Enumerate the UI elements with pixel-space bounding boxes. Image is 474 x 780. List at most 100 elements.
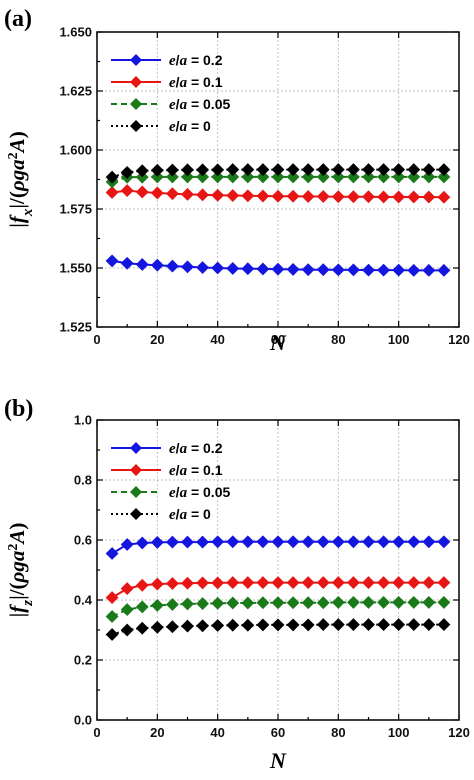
x-tick-label: 120 [448, 332, 470, 347]
data-point [150, 620, 164, 634]
legend-entry: e/a = 0.2 [111, 52, 223, 69]
data-point [346, 163, 360, 177]
data-point [105, 591, 119, 605]
data-point [241, 170, 255, 184]
data-point [301, 190, 315, 203]
data-point [241, 189, 255, 203]
data-point [256, 576, 270, 590]
data-point [392, 535, 406, 549]
data-point [256, 170, 270, 184]
data-point [392, 595, 406, 609]
data-point [437, 576, 451, 590]
data-point [301, 263, 315, 277]
y-tick-label: 1.625 [59, 84, 92, 99]
data-point [135, 258, 149, 271]
legend-label: e/a = 0.1 [169, 462, 223, 479]
data-point [135, 621, 149, 635]
chart-panel-b: (b) 0 20 40 60 80 100 120 0.0 0.2 0.4 0.6 0.8 1.0 N |fz… [4, 396, 470, 773]
data-point [165, 620, 179, 634]
data-point [407, 263, 421, 277]
y-tick-label: 1.575 [59, 202, 92, 217]
data-point [301, 163, 315, 177]
data-point [135, 536, 149, 550]
data-point [377, 618, 391, 632]
data-point [271, 262, 285, 276]
x-axis-title: N [269, 330, 287, 355]
data-point [286, 535, 300, 549]
chart-panel-a: (a) 0 20 40 60 80 100 120 1.525 1.550 1.575 1.600 1.… [4, 6, 470, 355]
x-tick-label: 120 [448, 725, 470, 740]
data-point [211, 596, 225, 610]
data-point [316, 170, 330, 184]
data-point [331, 595, 345, 609]
x-tick-label: 20 [150, 725, 164, 740]
data-point [362, 576, 375, 590]
data-point [211, 619, 225, 632]
data-point [362, 190, 375, 204]
data-point [105, 547, 119, 560]
data-point [271, 535, 285, 549]
data-point [286, 596, 300, 610]
data-point [316, 596, 330, 610]
data-point [211, 188, 225, 202]
data-point [331, 163, 345, 177]
data-point [377, 163, 391, 177]
data-point [422, 170, 436, 184]
data-point [150, 258, 164, 272]
data-point [150, 577, 164, 591]
data-point [407, 190, 421, 204]
y-axis-title: |fz|/(ρga2A) [5, 523, 36, 618]
x-tick-label: 0 [93, 332, 100, 347]
data-point [331, 576, 345, 590]
legend-label: e/a = 0.2 [169, 440, 223, 457]
data-point [346, 595, 360, 609]
data-point [256, 163, 270, 177]
data-point [226, 170, 240, 184]
data-point [256, 618, 270, 632]
data-point [135, 185, 149, 199]
plot-frame [96, 419, 460, 721]
y-tick-label: 1.550 [59, 261, 92, 276]
data-point [135, 164, 149, 178]
data-point [346, 618, 360, 632]
legend-marker [130, 508, 142, 520]
data-point [150, 598, 164, 612]
legend-marker [130, 120, 142, 132]
data-point [422, 595, 436, 609]
data-point [316, 576, 330, 590]
data-point [271, 189, 285, 203]
data-point [196, 170, 210, 184]
data-point [181, 619, 194, 633]
data-point [422, 263, 436, 277]
data-point [271, 170, 285, 184]
y-tick-label: 0.0 [74, 713, 92, 728]
data-point [316, 535, 330, 549]
data-point [120, 538, 134, 551]
legend-marker [130, 54, 142, 66]
x-tick-label: 80 [331, 332, 345, 347]
data-point [196, 597, 210, 611]
data-point [196, 619, 210, 633]
legend-marker [130, 442, 142, 454]
data-point [105, 186, 119, 199]
data-point [331, 170, 345, 184]
x-tick-label: 20 [150, 332, 164, 347]
series-0 [105, 535, 451, 560]
legend-entry: e/a = 0.1 [111, 74, 223, 91]
data-point [105, 170, 119, 184]
data-point [196, 535, 210, 549]
series-1 [105, 576, 451, 605]
data-point [377, 576, 391, 590]
legend-label: e/a = 0.2 [169, 52, 223, 69]
data-point [150, 186, 164, 200]
data-point [392, 170, 406, 184]
data-point [362, 263, 375, 277]
data-point [437, 163, 451, 177]
y-tick-label: 0.6 [74, 533, 92, 548]
legend-marker [130, 486, 142, 498]
data-point [120, 184, 134, 198]
data-point [407, 618, 421, 632]
data-point [196, 261, 210, 274]
data-point [196, 163, 210, 177]
